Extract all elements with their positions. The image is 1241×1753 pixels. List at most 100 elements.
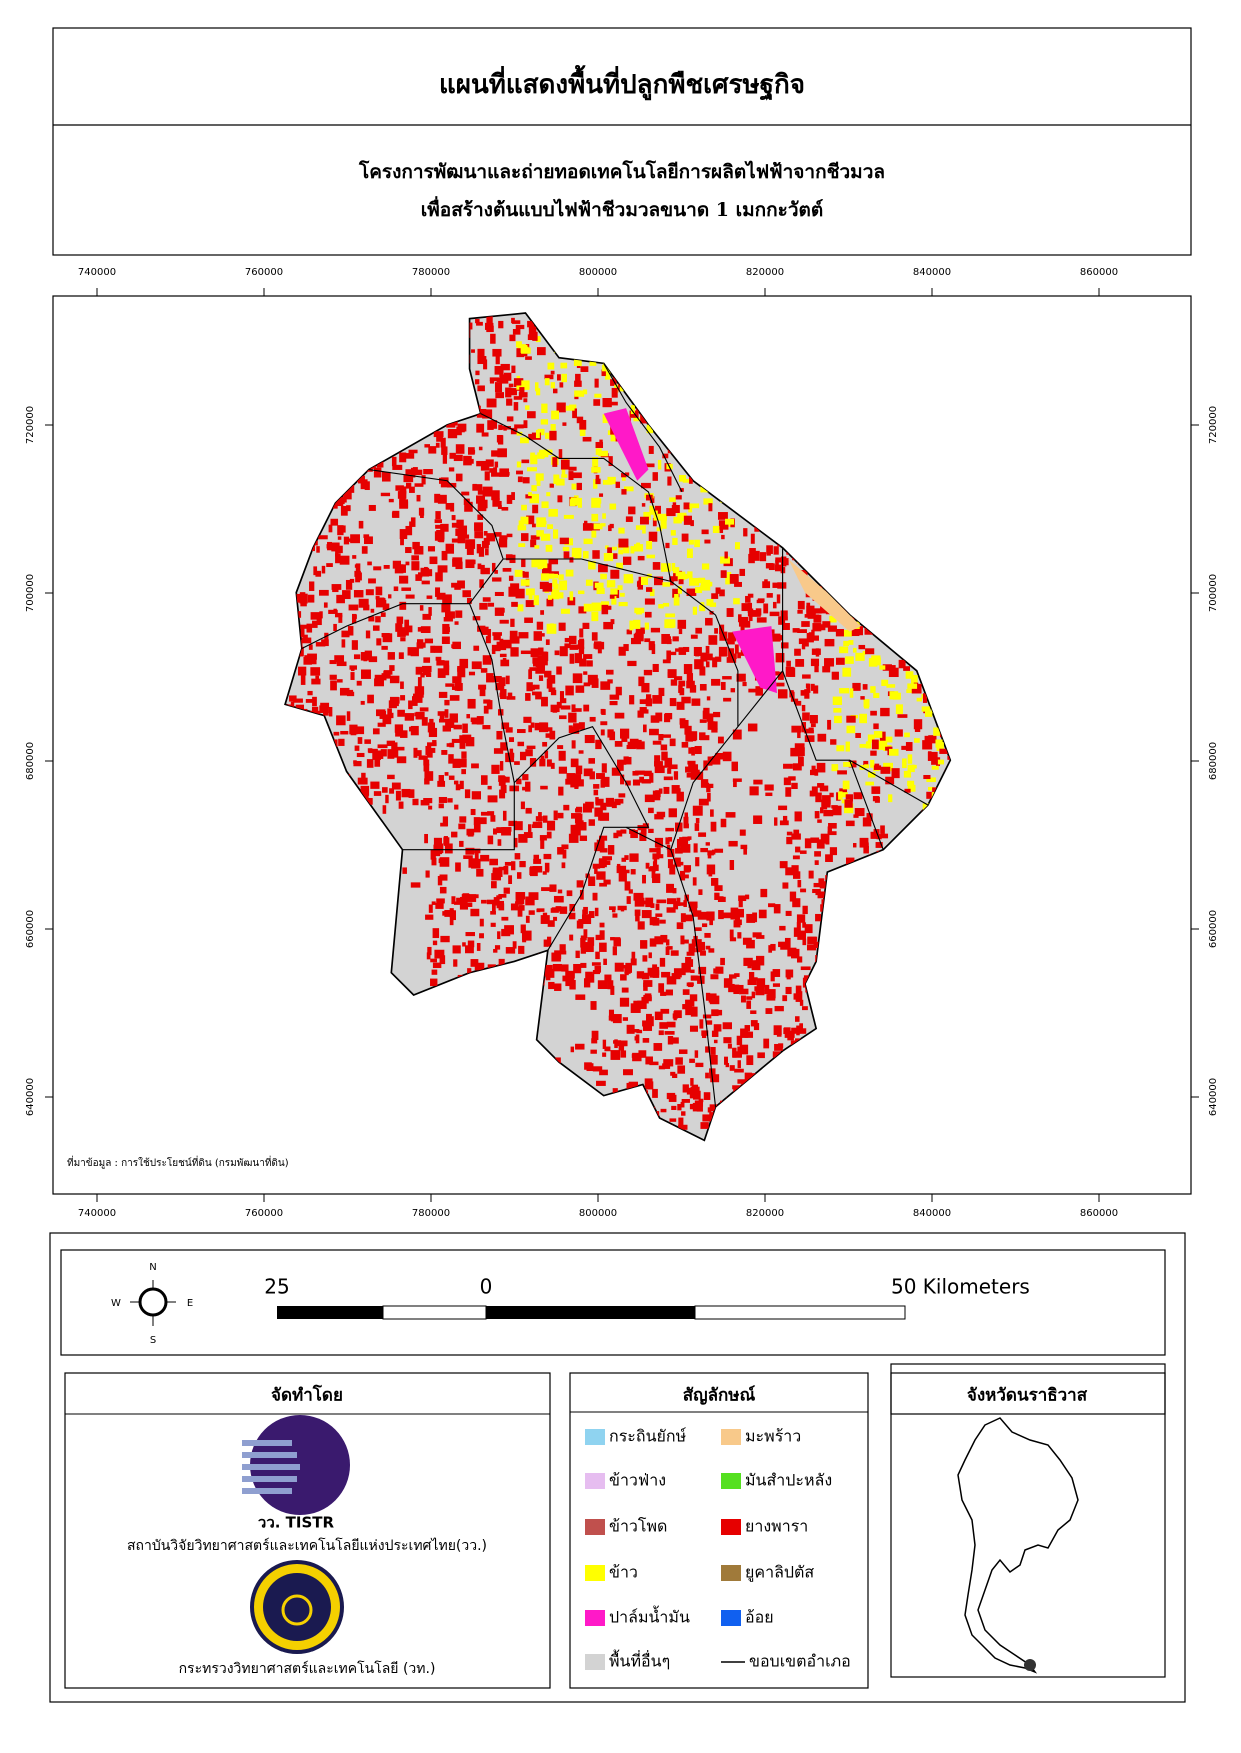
land-cover bbox=[540, 533, 551, 541]
land-cover bbox=[849, 522, 854, 527]
land-cover bbox=[305, 525, 310, 533]
land-cover bbox=[736, 673, 746, 682]
land-cover bbox=[396, 756, 407, 764]
land-cover bbox=[769, 413, 777, 422]
land-cover bbox=[774, 635, 783, 641]
land-cover bbox=[651, 349, 661, 359]
land-cover bbox=[495, 354, 500, 365]
land-cover bbox=[420, 672, 425, 678]
land-cover bbox=[772, 445, 779, 451]
land-cover bbox=[427, 742, 437, 747]
land-cover bbox=[875, 842, 883, 848]
land-cover bbox=[889, 844, 899, 850]
land-cover bbox=[793, 927, 800, 937]
land-cover bbox=[672, 434, 677, 442]
land-cover bbox=[291, 547, 295, 555]
land-cover bbox=[583, 538, 593, 545]
land-cover bbox=[612, 1014, 622, 1024]
land-cover bbox=[934, 1101, 939, 1108]
land-cover bbox=[810, 994, 817, 1002]
land-cover bbox=[446, 743, 452, 747]
land-cover bbox=[933, 516, 942, 520]
land-cover bbox=[583, 389, 588, 395]
land-cover bbox=[443, 836, 448, 846]
land-cover bbox=[802, 487, 809, 498]
land-cover bbox=[701, 529, 709, 535]
land-cover bbox=[451, 582, 461, 588]
land-cover bbox=[945, 1070, 951, 1080]
land-cover bbox=[513, 378, 524, 388]
land-cover bbox=[824, 1039, 833, 1046]
land-cover bbox=[360, 669, 371, 679]
land-cover bbox=[931, 485, 938, 491]
land-cover bbox=[476, 716, 484, 725]
land-cover bbox=[428, 607, 432, 616]
land-cover bbox=[286, 327, 290, 335]
land-cover bbox=[666, 976, 677, 985]
land-cover bbox=[438, 796, 448, 803]
land-cover bbox=[729, 974, 737, 979]
land-cover bbox=[641, 482, 651, 489]
land-cover bbox=[910, 944, 916, 953]
land-cover bbox=[624, 881, 631, 891]
land-cover bbox=[588, 758, 595, 764]
land-cover bbox=[782, 995, 788, 1002]
land-cover bbox=[628, 1081, 639, 1092]
land-cover bbox=[796, 462, 806, 471]
land-cover bbox=[872, 460, 879, 470]
land-cover bbox=[389, 788, 395, 794]
land-cover bbox=[796, 1103, 802, 1111]
land-cover bbox=[332, 436, 338, 444]
land-cover bbox=[634, 897, 645, 907]
land-cover bbox=[710, 1054, 718, 1065]
inset-box bbox=[890, 1363, 1166, 1678]
land-cover bbox=[322, 839, 332, 843]
land-cover bbox=[675, 861, 684, 866]
land-cover bbox=[505, 947, 516, 954]
land-cover bbox=[715, 587, 721, 594]
land-cover bbox=[318, 589, 329, 596]
land-cover bbox=[665, 939, 670, 946]
x-tick-label: 760000 bbox=[245, 1208, 283, 1219]
land-cover bbox=[647, 1133, 657, 1140]
land-cover bbox=[411, 555, 419, 561]
land-cover bbox=[907, 780, 915, 787]
land-cover bbox=[410, 396, 417, 407]
land-cover bbox=[300, 601, 307, 607]
land-cover bbox=[741, 331, 747, 341]
land-cover bbox=[471, 349, 475, 353]
land-cover bbox=[894, 553, 904, 564]
land-cover bbox=[645, 494, 653, 501]
legend-panel bbox=[49, 1232, 1186, 1703]
land-cover bbox=[559, 382, 564, 388]
land-cover bbox=[730, 907, 739, 914]
land-cover bbox=[939, 820, 948, 828]
land-cover bbox=[832, 1098, 840, 1108]
land-cover bbox=[518, 520, 524, 527]
land-cover bbox=[549, 884, 557, 892]
land-cover bbox=[490, 815, 496, 822]
land-cover bbox=[606, 798, 614, 807]
land-cover bbox=[929, 849, 934, 856]
land-cover bbox=[586, 660, 593, 667]
land-cover bbox=[372, 728, 380, 735]
land-cover bbox=[621, 1040, 628, 1047]
land-cover bbox=[619, 386, 630, 392]
land-cover bbox=[285, 460, 293, 469]
land-cover bbox=[941, 320, 949, 329]
land-cover bbox=[713, 454, 720, 463]
land-cover bbox=[881, 989, 886, 994]
land-cover bbox=[723, 912, 733, 919]
land-cover bbox=[637, 710, 644, 718]
land-cover bbox=[377, 904, 384, 914]
land-cover bbox=[922, 609, 931, 620]
land-cover bbox=[843, 629, 853, 637]
land-cover bbox=[688, 764, 699, 773]
land-cover bbox=[842, 780, 850, 790]
land-cover bbox=[844, 799, 853, 808]
land-cover bbox=[420, 513, 424, 519]
land-cover bbox=[388, 391, 398, 396]
land-cover bbox=[306, 623, 313, 633]
land-cover bbox=[611, 908, 616, 913]
land-cover bbox=[652, 964, 658, 974]
